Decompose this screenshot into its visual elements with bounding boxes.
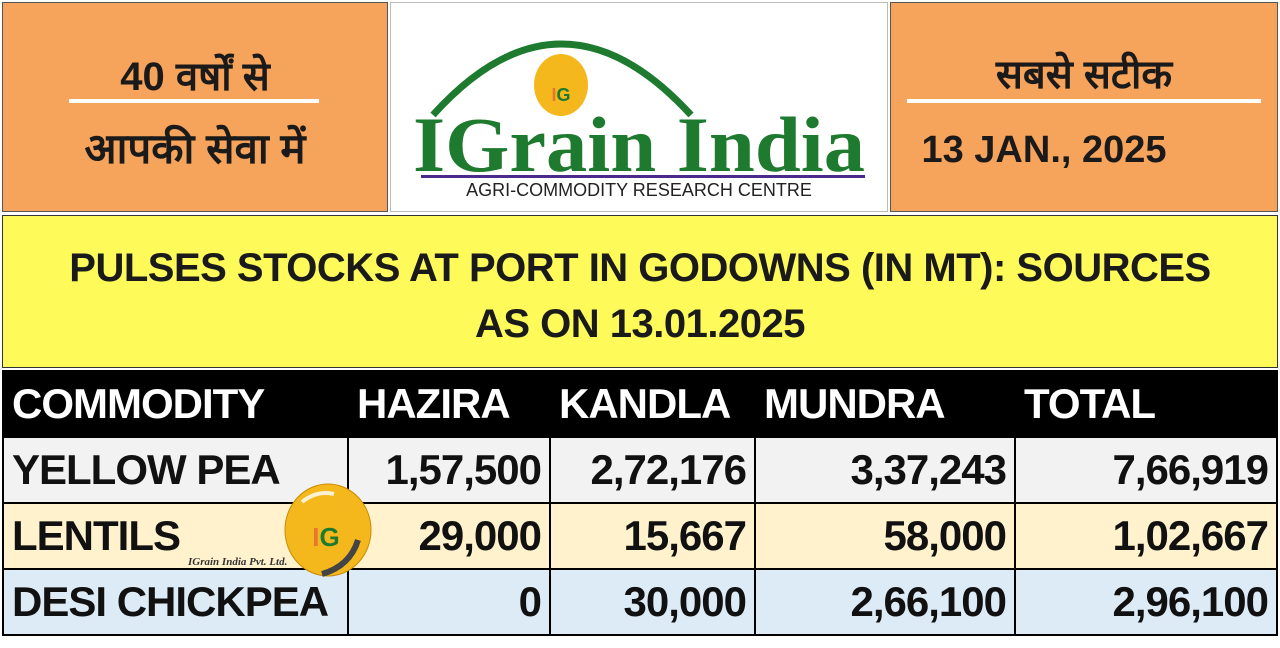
cell-commodity: YELLOW PEA xyxy=(4,438,347,502)
table-row: DESI CHICKPEA 0 30,000 2,66,100 2,96,100 xyxy=(4,570,1276,634)
cell-hazira: 1,57,500 xyxy=(349,438,549,502)
cell-kandla: 2,72,176 xyxy=(551,438,754,502)
cell-total: 2,96,100 xyxy=(1016,570,1276,634)
cell-mundra: 2,66,100 xyxy=(756,570,1014,634)
tagline-service: आपकी सेवा में xyxy=(84,125,306,172)
col-total: TOTAL xyxy=(1016,372,1276,436)
table-header-row: COMMODITY HAZIRA KANDLA MUNDRA TOTAL xyxy=(4,372,1276,436)
logo-grain-icon xyxy=(534,54,588,116)
col-commodity: COMMODITY xyxy=(4,372,347,436)
logo-arch xyxy=(430,40,694,118)
col-kandla: KANDLA xyxy=(551,372,754,436)
igrain-logo: IG IGrain India AGRI-COMMODITY RESEARCH … xyxy=(390,2,888,212)
report-title: PULSES STOCKS AT PORT IN GODOWNS (IN MT)… xyxy=(2,215,1278,368)
cell-total: 7,66,919 xyxy=(1016,438,1276,502)
tagline-accurate: सबसे सटीक xyxy=(995,53,1173,97)
title-line-1: PULSES STOCKS AT PORT IN GODOWNS (IN MT)… xyxy=(69,246,1211,290)
cell-total: 1,02,667 xyxy=(1016,504,1276,568)
report-date: 13 JAN., 2025 xyxy=(921,129,1167,171)
header-left-panel: 40 वर्षों से आपकी सेवा में xyxy=(2,2,388,212)
col-mundra: MUNDRA xyxy=(756,372,1014,436)
stocks-table: COMMODITY HAZIRA KANDLA MUNDRA TOTAL YEL… xyxy=(2,370,1278,636)
col-hazira: HAZIRA xyxy=(349,372,549,436)
divider xyxy=(69,99,319,103)
logo-brand-text: IGrain India xyxy=(413,101,865,188)
cell-mundra: 58,000 xyxy=(756,504,1014,568)
table-row: LENTILS 29,000 15,667 58,000 1,02,667 xyxy=(4,504,1276,568)
tagline-years: 40 वर्षों से xyxy=(120,55,270,99)
cell-commodity: DESI CHICKPEA xyxy=(4,570,347,634)
divider xyxy=(907,99,1261,103)
logo-tagline: AGRI-COMMODITY RESEARCH CENTRE xyxy=(466,180,812,200)
logo-badge-text: IG xyxy=(551,85,570,105)
cell-hazira: 29,000 xyxy=(349,504,549,568)
table-row: YELLOW PEA 1,57,500 2,72,176 3,37,243 7,… xyxy=(4,438,1276,502)
header-right-panel: सबसे सटीक 13 JAN., 2025 xyxy=(890,2,1278,212)
cell-mundra: 3,37,243 xyxy=(756,438,1014,502)
cell-kandla: 15,667 xyxy=(551,504,754,568)
cell-kandla: 30,000 xyxy=(551,570,754,634)
title-line-2: AS ON 13.01.2025 xyxy=(475,302,806,346)
cell-commodity: LENTILS xyxy=(4,504,347,568)
cell-hazira: 0 xyxy=(349,570,549,634)
